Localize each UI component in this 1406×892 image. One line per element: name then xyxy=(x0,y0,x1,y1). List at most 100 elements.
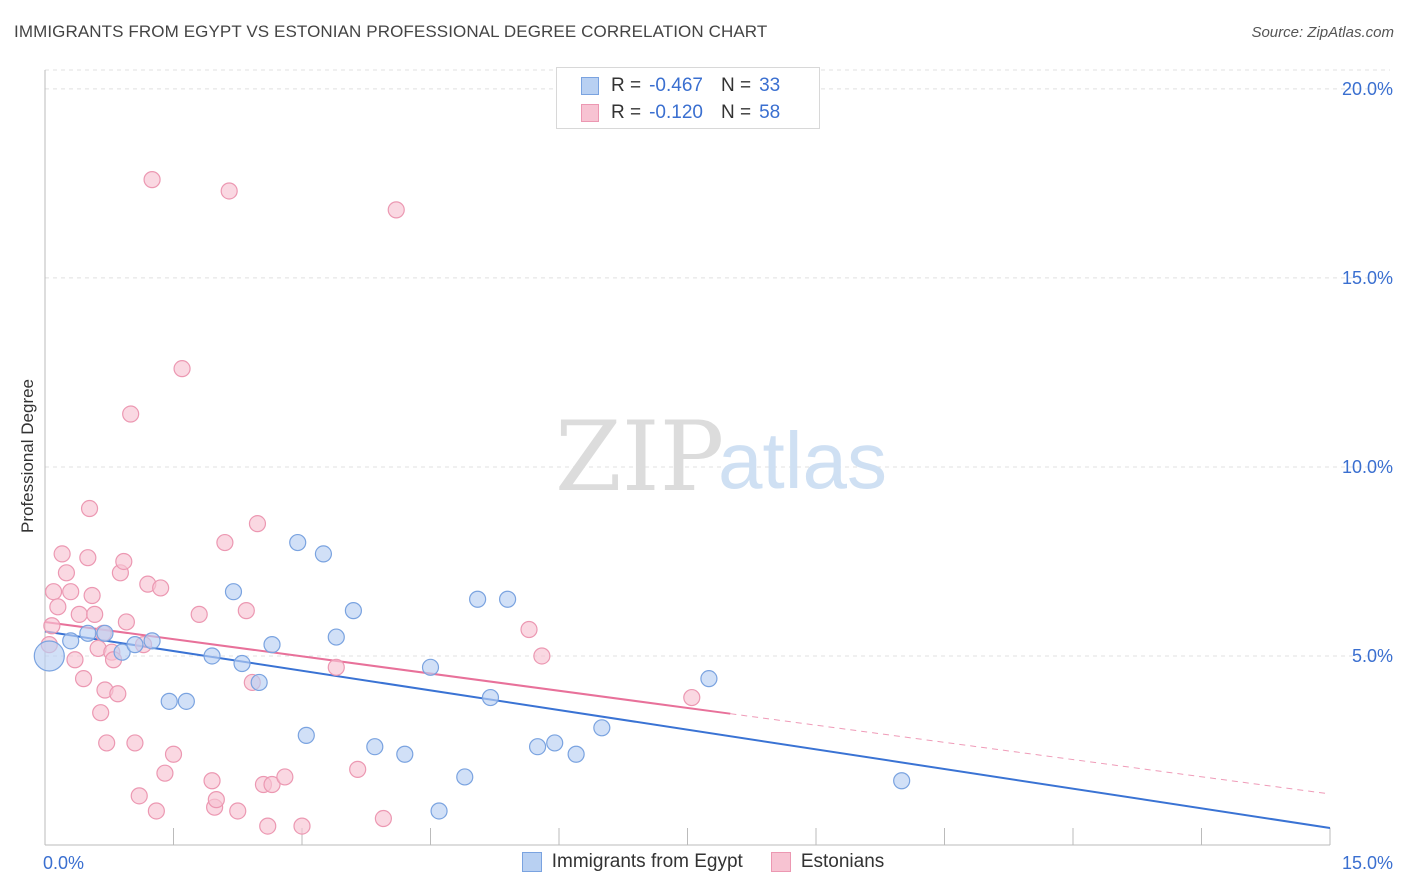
legend-item-egypt[interactable]: Immigrants from Egypt xyxy=(521,851,743,873)
estonian-point xyxy=(109,685,127,703)
egypt-point xyxy=(33,640,65,672)
estonian-point xyxy=(216,533,234,552)
tick-labels: 5.0% 10.0% 15.0% 20.0% 0.0% 15.0% xyxy=(43,79,1393,873)
estonian-point xyxy=(130,787,148,805)
egypt-point xyxy=(203,647,221,665)
legend-label-estonians: Estonians xyxy=(800,851,885,872)
estonian-point xyxy=(152,579,170,597)
egypt-point xyxy=(396,745,414,763)
estonian-point xyxy=(57,564,76,582)
legend-r-label: R = xyxy=(611,75,642,96)
legend-row-estonians: R = -0.120 N = 58 xyxy=(581,101,780,125)
estonian-point xyxy=(74,670,93,688)
estonian-point xyxy=(327,658,345,676)
estonian-point xyxy=(229,802,247,820)
legend-swatch-egypt xyxy=(581,77,599,95)
estonian-point xyxy=(117,613,135,631)
egypt-point xyxy=(126,636,144,654)
egypt-point xyxy=(366,738,384,756)
estonian-point xyxy=(143,171,161,189)
estonian-point xyxy=(122,405,140,423)
egypt-point xyxy=(700,670,718,688)
trend-lines xyxy=(44,620,1331,829)
estonian-point xyxy=(207,791,225,809)
legend-swatch-estonians xyxy=(581,104,599,122)
egypt-point xyxy=(113,643,131,661)
estonian-point xyxy=(276,768,294,786)
estonian-trend-extension xyxy=(730,713,1331,795)
estonian-point xyxy=(259,817,277,835)
estonian-point xyxy=(92,704,110,722)
legend-n-label: N = xyxy=(720,102,752,123)
estonian-point xyxy=(237,602,255,620)
estonian-point xyxy=(263,775,281,794)
egypt-point xyxy=(430,802,448,820)
estonian-point xyxy=(220,182,238,200)
gridlines xyxy=(45,69,1390,657)
estonian-point xyxy=(62,583,80,601)
egypt-point xyxy=(528,738,547,756)
chart-title: IMMIGRANTS FROM EGYPT VS ESTONIAN PROFES… xyxy=(14,22,768,41)
estonian-point xyxy=(80,499,99,518)
legend-r-value: -0.120 xyxy=(649,102,703,123)
egypt-point xyxy=(546,734,564,752)
watermark-zip: ZIP xyxy=(555,401,724,513)
egypt-point xyxy=(62,632,80,650)
legend-n-value: 33 xyxy=(759,75,781,96)
estonian-point xyxy=(66,651,84,669)
y-tick-label: 10.0% xyxy=(1342,457,1393,477)
estonian-point xyxy=(203,772,221,790)
estonian-point xyxy=(98,734,116,752)
axes xyxy=(44,70,1331,846)
data-points xyxy=(33,171,911,835)
legend-r-value: -0.467 xyxy=(649,75,703,96)
estonian-point xyxy=(49,598,67,616)
estonian-point xyxy=(533,647,551,665)
y-tick-label: 15.0% xyxy=(1342,268,1393,288)
y-tick-label: 5.0% xyxy=(1352,646,1393,666)
estonian-point xyxy=(173,360,191,378)
x-tick-label: 15.0% xyxy=(1342,853,1393,873)
egypt-point xyxy=(297,726,315,744)
egypt-point xyxy=(233,654,251,673)
legend-swatch-estonians xyxy=(770,852,791,872)
x-tick-label: 0.0% xyxy=(43,853,84,873)
estonian-point xyxy=(83,586,101,605)
legend-row-egypt: R = -0.467 N = 33 xyxy=(581,74,780,98)
legend-n-label: N = xyxy=(720,75,752,96)
estonian-point xyxy=(190,605,208,623)
egypt-point xyxy=(893,772,911,790)
estonian-point xyxy=(520,620,538,639)
egypt-point xyxy=(469,590,487,608)
watermark-atlas: atlas xyxy=(718,416,887,505)
estonian-point xyxy=(43,617,61,635)
egypt-point xyxy=(456,768,474,786)
egypt-point xyxy=(499,590,517,608)
egypt-point xyxy=(481,688,500,707)
estonian-point xyxy=(293,817,311,835)
legend-n-value: 58 xyxy=(759,102,781,123)
stats-legend: R = -0.467 N = 33 R = -0.120 N = 58 xyxy=(556,67,820,129)
estonian-point xyxy=(683,688,701,707)
egypt-point xyxy=(314,545,333,563)
estonian-point xyxy=(387,201,405,219)
egypt-point xyxy=(327,628,345,646)
estonian-point xyxy=(86,605,104,623)
egypt-point xyxy=(160,692,178,710)
y-tick-label: 20.0% xyxy=(1342,79,1393,99)
legend-item-estonians[interactable]: Estonians xyxy=(770,851,885,873)
legend-label-egypt: Immigrants from Egypt xyxy=(551,851,743,872)
watermark: ZIP atlas xyxy=(555,401,887,513)
egypt-point xyxy=(344,602,362,620)
egypt-point xyxy=(421,658,440,676)
estonian-point xyxy=(156,764,174,782)
egypt-point xyxy=(79,624,97,642)
egypt-point xyxy=(96,624,114,642)
legend-r-label: R = xyxy=(611,102,642,123)
estonian-point xyxy=(70,605,88,623)
egypt-point xyxy=(263,636,281,654)
estonian-point xyxy=(53,545,71,563)
egypt-point xyxy=(177,692,195,710)
egypt-point xyxy=(250,673,268,692)
